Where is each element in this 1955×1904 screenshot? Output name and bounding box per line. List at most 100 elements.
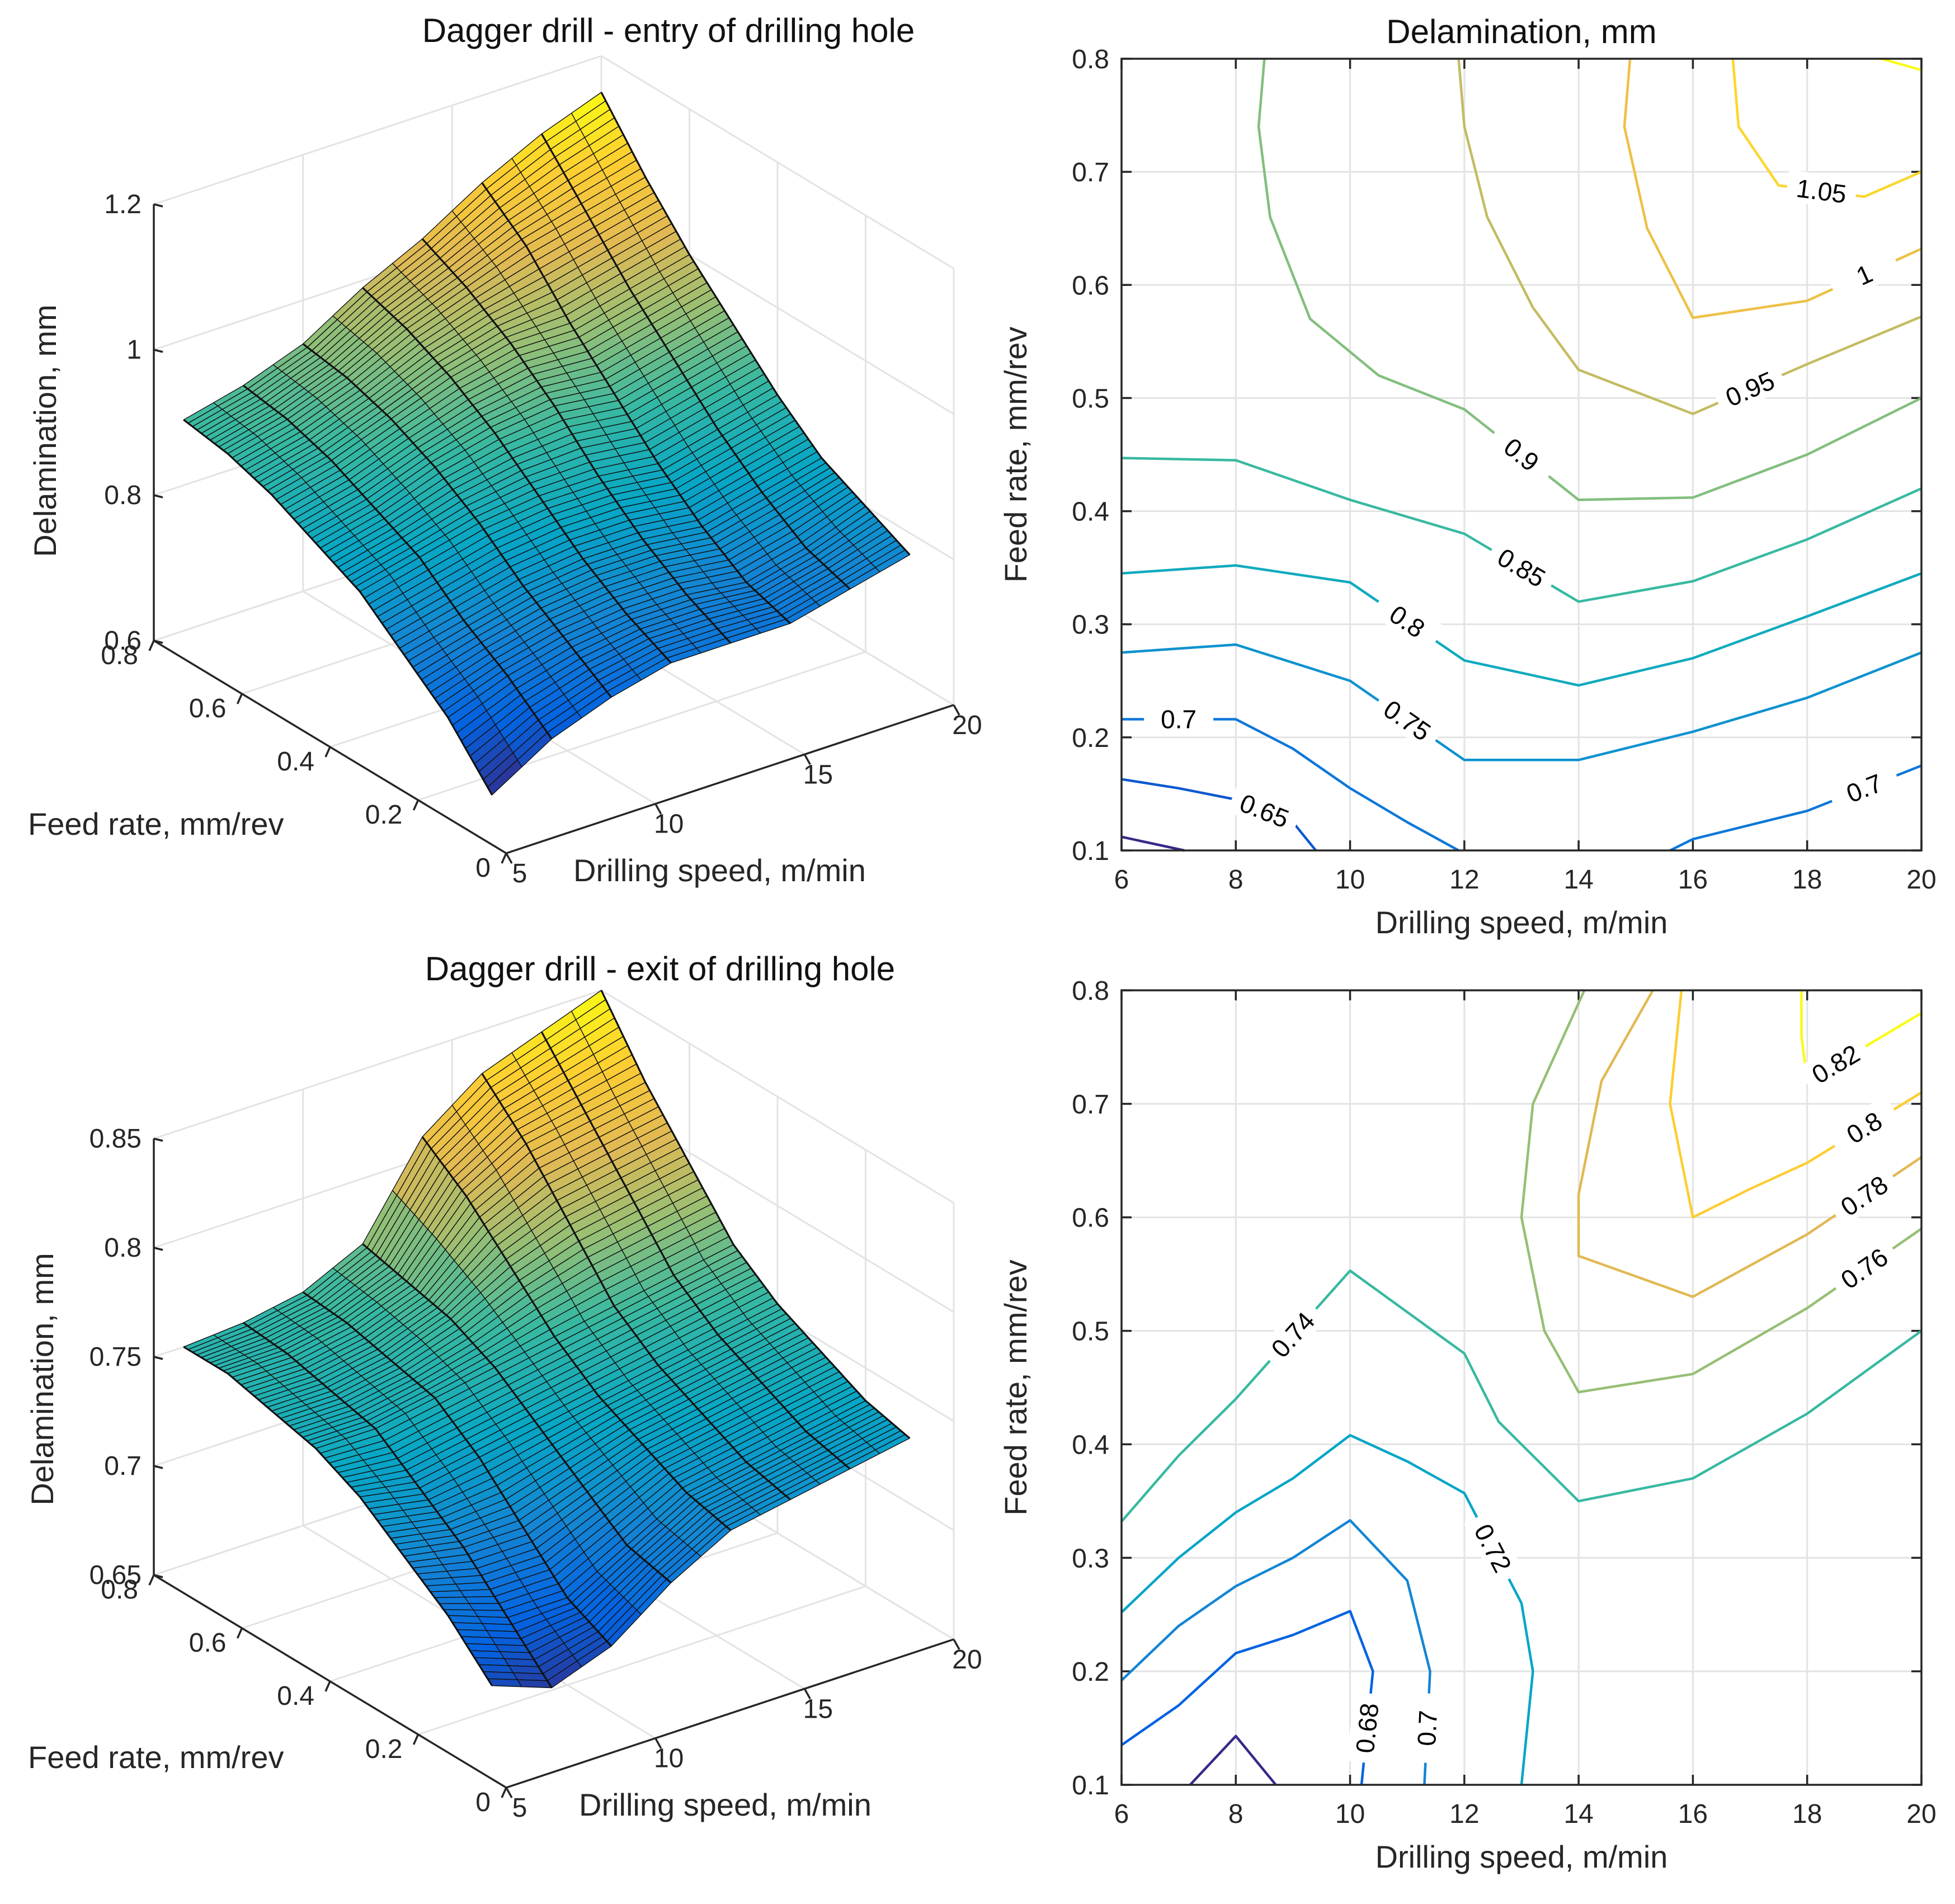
contour-plot-entry: 6 8 10 12 14 16 18 20 0.1 0.2 0.3 0.4 0.5 0.6 0.7 0.8 0.…	[998, 13, 1937, 940]
surface-meshline	[362, 287, 672, 664]
surface-meshline	[481, 1073, 791, 1501]
surface-meshline	[302, 1291, 613, 1647]
y-tick-label: 0.8	[1072, 45, 1109, 74]
surface-mesh	[183, 990, 911, 1689]
contour-line	[1120, 1519, 1431, 1785]
contour-line	[1257, 58, 1922, 501]
contour-label-bg	[1370, 687, 1445, 753]
surface-meshline	[362, 1243, 672, 1584]
contour-line	[1121, 564, 1922, 687]
x-tick-label: 8	[1228, 1799, 1243, 1829]
contour-line	[1120, 1433, 1534, 1785]
x-tick	[505, 1787, 513, 1798]
surface-meshline	[421, 238, 732, 644]
contour-label-bg	[1826, 760, 1902, 815]
contour-line	[1623, 58, 1922, 319]
surface-patch	[468, 1603, 504, 1611]
contour-lines: 0.68 0.70.720.740.760.780.80.82	[1120, 989, 1923, 1786]
contour-label: 0.65	[1236, 788, 1293, 834]
surface-meshline	[540, 133, 851, 590]
contour-line	[1120, 1610, 1374, 1785]
y-tick-label: 0.4	[1072, 1430, 1109, 1460]
surface-patch	[434, 1596, 470, 1604]
contour-plot-exit: 6 8 10 12 14 16 18 20 0.1 0.2 0.3 0.4 0.5 0.6 0.7 0.8 0.…	[998, 976, 1937, 1874]
x-tick-label: 20	[1906, 1799, 1936, 1829]
chart-title: Dagger drill - exit of drilling hole	[425, 950, 895, 988]
surface-meshline	[183, 1346, 493, 1686]
x-tick-label: 5	[512, 859, 527, 888]
contour-label: 0.7	[1412, 1709, 1443, 1747]
surface-mesh	[183, 92, 911, 796]
x-tick-label: 18	[1792, 1799, 1822, 1829]
y-tick	[412, 800, 420, 811]
contour-label-bg	[1826, 1162, 1901, 1228]
y-tick-label: 0.5	[1072, 1317, 1109, 1347]
y-tick-label: 0.6	[189, 694, 227, 723]
x-tick-label: 10	[654, 810, 684, 839]
y-tick	[236, 693, 243, 704]
z-tick-label: 0.8	[104, 1233, 142, 1263]
z-tick-label: 0.75	[89, 1342, 142, 1372]
contour-line	[1121, 835, 1185, 852]
y-tick	[501, 853, 507, 864]
surface-patch	[460, 1589, 495, 1598]
y-gridline-floor	[418, 1585, 866, 1736]
z-tick	[153, 1574, 163, 1578]
x-tick	[953, 704, 960, 716]
x-tick-label: 12	[1449, 1799, 1479, 1829]
surface-meshline	[540, 1031, 851, 1470]
surface-plot-exit: 0.650.70.750.80.8500.20.40.60.85101520Da…	[25, 950, 982, 1823]
plot-frame	[1120, 58, 1923, 852]
y-tick-label: 0.5	[1072, 384, 1109, 413]
surface-meshline	[600, 92, 911, 556]
y-tick	[148, 1574, 155, 1586]
chart-title: Dagger drill - entry of drilling hole	[422, 12, 915, 49]
contour-label-bg	[1825, 245, 1902, 303]
contour-label-bg	[1347, 1691, 1386, 1764]
y-tick-label: 0	[475, 1788, 491, 1817]
contour-label-bg	[1484, 535, 1560, 598]
y-tick-label: 0.1	[1072, 836, 1109, 866]
y-tick	[324, 1681, 331, 1692]
contour-line	[1731, 58, 1922, 198]
x-tick-label: 20	[952, 1645, 982, 1675]
y-tick-label: 0.4	[277, 1681, 314, 1711]
z-tick-label: 0.8	[104, 481, 142, 510]
contour-line	[1121, 643, 1922, 761]
z-tick	[153, 1137, 163, 1142]
contour-line	[1120, 1269, 1923, 1522]
contour-label: 0.95	[1721, 366, 1779, 412]
z-tick	[153, 1247, 163, 1251]
contour-label-bg	[1826, 1235, 1901, 1300]
y-tick	[148, 640, 155, 651]
z-tick	[153, 203, 163, 208]
z-tick-label: 0.6	[104, 626, 142, 656]
contour-label: 1.05	[1794, 173, 1848, 209]
contour-line	[1122, 718, 1459, 852]
surface-patch	[430, 1590, 465, 1599]
x-tick-label: 16	[1678, 1799, 1708, 1829]
surface-meshline	[421, 1136, 732, 1531]
z-tick-label: 0.65	[89, 1560, 142, 1590]
z-axis-label: Delamination, mm	[25, 1253, 60, 1505]
y-tick-label: 0.4	[277, 747, 314, 777]
y-tick-label: 0.2	[1072, 1657, 1109, 1687]
x-tick	[803, 754, 811, 765]
x-tick	[505, 853, 513, 864]
y-tick-label: 0.2	[365, 1734, 403, 1764]
y-tick-label: 0.8	[1072, 976, 1109, 1006]
z-tick-label: 0.85	[89, 1124, 142, 1154]
surface-meshline	[183, 419, 493, 796]
x-tick-label: 12	[1449, 865, 1479, 895]
y-tick-label: 0.8	[101, 1575, 138, 1605]
x-tick	[953, 1639, 960, 1650]
x-tick-label: 20	[952, 711, 982, 740]
contour-line	[1669, 990, 1923, 1219]
z-tick-label: 0.7	[104, 1451, 142, 1481]
y-axis-label: Feed rate, mm/rev	[998, 1259, 1033, 1515]
y-axis-label: Feed rate, mm/rev	[28, 806, 284, 841]
surface-meshline	[302, 343, 613, 698]
contour-label-bg	[1370, 587, 1445, 654]
